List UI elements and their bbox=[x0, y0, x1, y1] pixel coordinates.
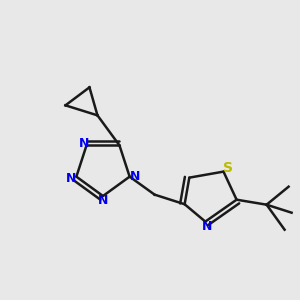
Text: N: N bbox=[98, 194, 108, 206]
Text: N: N bbox=[80, 137, 90, 150]
Text: N: N bbox=[129, 170, 140, 183]
Text: N: N bbox=[202, 220, 212, 233]
Text: S: S bbox=[223, 160, 232, 175]
Text: N: N bbox=[66, 172, 76, 185]
